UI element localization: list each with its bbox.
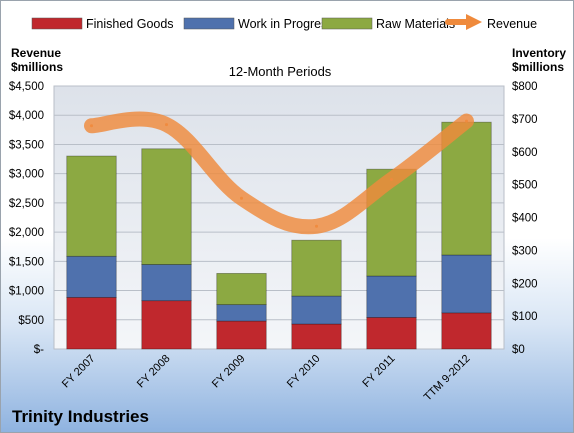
revenue-point [240, 196, 243, 200]
bar-segment-work-in-progress [216, 304, 267, 322]
x-tick-label: TTM 9-2012 [422, 353, 473, 404]
legend-label-work-in-progress: Work in Progress [238, 17, 334, 31]
left-tick-label: $- [34, 344, 44, 356]
left-axis-title-line1: Revenue [11, 46, 61, 60]
x-tick-label: FY 2008 [135, 353, 173, 391]
right-axis-title-line1: Inventory [512, 46, 566, 60]
x-tick-label: FY 2007 [60, 353, 98, 391]
bar-segment-raw-materials [291, 239, 342, 297]
revenue-point [465, 119, 468, 123]
right-tick-label: $100 [512, 311, 538, 323]
bar-segment-work-in-progress [141, 264, 192, 302]
left-tick-label: $2,000 [9, 227, 44, 239]
bar-segment-raw-materials [216, 272, 267, 306]
right-tick-label: $200 [512, 278, 538, 290]
bar-segment-work-in-progress [366, 275, 417, 318]
left-tick-label: $2,500 [9, 198, 44, 210]
revenue-point [90, 124, 93, 128]
left-tick-label: $4,500 [9, 81, 44, 93]
legend-swatch-revenue-arrow [445, 14, 482, 30]
bar-segment-work-in-progress [441, 254, 492, 314]
bar-segment-finished-goods [66, 296, 117, 350]
legend: Finished Goods Work in Progress Raw Mate… [31, 14, 537, 31]
chart-subtitle: 12-Month Periods [229, 64, 332, 79]
left-tick-label: $4,000 [9, 110, 44, 122]
left-tick-label: $1,000 [9, 286, 44, 298]
x-tick-label: FY 2011 [360, 353, 397, 390]
bar-segment-finished-goods [216, 320, 267, 350]
right-tick-label: $600 [512, 147, 538, 159]
bar-segment-raw-materials [66, 155, 117, 257]
bar-segment-raw-materials [141, 148, 192, 265]
bar-segment-finished-goods [441, 312, 492, 350]
x-tick-label: FY 2010 [285, 353, 323, 391]
legend-swatch-raw-materials [321, 17, 373, 30]
legend-label-revenue: Revenue [487, 17, 537, 31]
left-axis: $- $500 $1,000 $1,500 $2,000 $2,500 $3,000 $3,5… [9, 81, 44, 356]
revenue-line [84, 111, 474, 235]
x-axis: FY 2007 FY 2008 FY 2009 FY 2010 FY 2011 TTM 9… [60, 353, 473, 404]
revenue-point [390, 178, 393, 182]
right-tick-label: $500 [512, 180, 538, 192]
left-tick-label: $3,500 [9, 139, 44, 151]
bar-segment-work-in-progress [66, 255, 117, 298]
right-tick-label: $700 [512, 114, 538, 126]
bar-segment-finished-goods [291, 323, 342, 350]
bar-segment-finished-goods [141, 300, 192, 350]
right-tick-label: $300 [512, 245, 538, 257]
legend-label-raw-materials: Raw Materials [376, 17, 455, 31]
bar-segment-work-in-progress [291, 295, 342, 325]
right-axis: $0 $100 $200 $300 $400 $500 $600 $700 $800 [512, 81, 538, 356]
bars [66, 121, 492, 350]
left-tick-label: $3,000 [9, 169, 44, 181]
left-axis-title-line2: $millions [11, 60, 63, 74]
left-tick-label: $1,500 [9, 256, 44, 268]
gridlines [54, 85, 504, 350]
right-tick-label: $0 [512, 344, 525, 356]
right-tick-label: $400 [512, 213, 538, 225]
revenue-point [165, 123, 168, 127]
left-tick-label: $500 [18, 315, 44, 327]
legend-swatch-finished-goods [31, 17, 83, 30]
bar-segment-finished-goods [366, 317, 417, 350]
x-tick-label: FY 2009 [210, 353, 248, 391]
company-title: Trinity Industries [12, 407, 149, 426]
legend-label-finished-goods: Finished Goods [86, 17, 174, 31]
right-axis-title-line2: $millions [512, 60, 564, 74]
bar-segment-raw-materials [441, 121, 492, 256]
right-tick-label: $800 [512, 81, 538, 93]
revenue-point [315, 224, 318, 228]
legend-swatch-work-in-progress [183, 17, 235, 30]
